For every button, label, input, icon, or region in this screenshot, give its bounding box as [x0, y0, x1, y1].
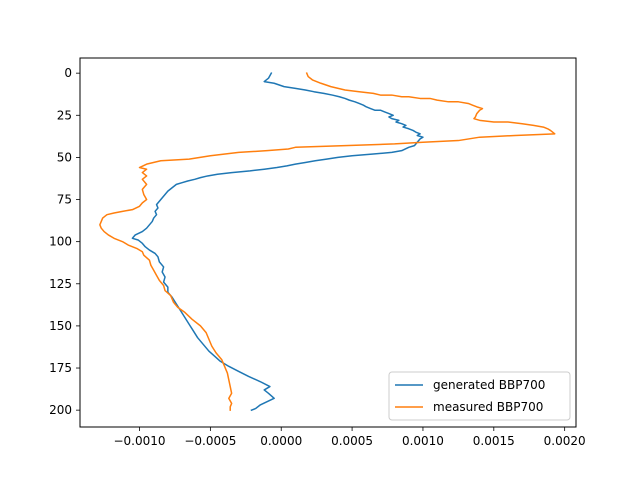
x-tick-label: 0.0000 [260, 434, 302, 448]
plot-frame [79, 57, 577, 428]
legend-box [388, 371, 571, 421]
y-tick-label: 125 [49, 277, 72, 291]
x-tick-label: 0.0020 [544, 434, 586, 448]
series-line-1 [99, 72, 556, 411]
legend: generated BBP700 measured BBP700 [388, 371, 571, 421]
series-layer [99, 72, 556, 412]
y-tick-label: 0 [64, 66, 72, 80]
x-tick-label: 0.0005 [331, 434, 373, 448]
y-tick-label: 75 [57, 193, 72, 207]
y-tick-label: 200 [49, 403, 72, 417]
y-tick-label: 100 [49, 235, 72, 249]
x-tick-label: 0.0015 [473, 434, 515, 448]
series-line-0 [131, 72, 424, 412]
x-tick-label: −0.0005 [184, 434, 236, 448]
legend-label-1: measured BBP700 [433, 400, 543, 414]
x-tick-label: 0.0010 [402, 434, 444, 448]
x-tick-label: −0.0010 [113, 434, 165, 448]
y-tick-label: 50 [57, 150, 72, 164]
y-axis: 0 25 50 75 100 125 150 175 200 [49, 66, 80, 417]
legend-label-0: generated BBP700 [433, 378, 545, 392]
y-tick-label: 175 [49, 361, 72, 375]
y-tick-label: 25 [57, 108, 72, 122]
y-tick-label: 150 [49, 319, 72, 333]
x-axis: −0.0010 −0.0005 0.0000 0.0005 0.0010 0.0015 0.… [113, 427, 586, 448]
